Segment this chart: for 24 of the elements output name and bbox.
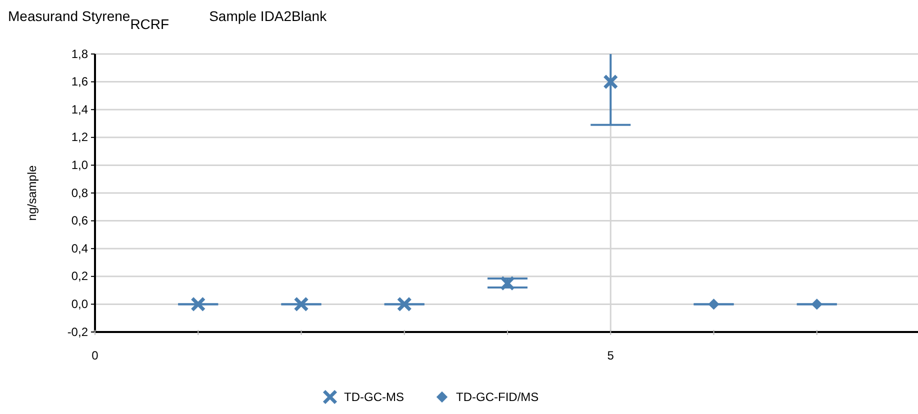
- point: [294, 296, 309, 312]
- point: [396, 296, 412, 312]
- point: [708, 298, 720, 310]
- legend-label: TD-GC-MS: [344, 390, 404, 404]
- y-axis-title: ng/sample: [25, 164, 39, 221]
- x-tick-label: 5: [607, 348, 614, 363]
- y-tick-label: 0,6: [71, 214, 88, 228]
- point: [811, 298, 822, 310]
- y-tick-label: 1,4: [71, 102, 88, 116]
- chart-subtitle: Sample IDA2Blank: [209, 8, 328, 24]
- legend-label: TD-GC-FID/MS: [456, 390, 539, 404]
- y-tick-label: 1,2: [71, 130, 88, 144]
- y-tick-label: 0,4: [71, 241, 88, 256]
- y-tick-label: 0,0: [71, 297, 88, 312]
- x-tick-label: 0: [92, 348, 99, 363]
- y-tick-label: 0,8: [71, 186, 88, 200]
- y-tick-label: 1,6: [71, 74, 88, 89]
- point: [190, 296, 206, 312]
- y-tick-label: -0,2: [67, 324, 88, 339]
- point: [603, 74, 618, 90]
- point: [500, 276, 516, 291]
- y-tick-label: 0,2: [71, 269, 88, 284]
- y-tick-label: 1,0: [71, 158, 88, 172]
- y-tick-label: 1,8: [71, 46, 88, 61]
